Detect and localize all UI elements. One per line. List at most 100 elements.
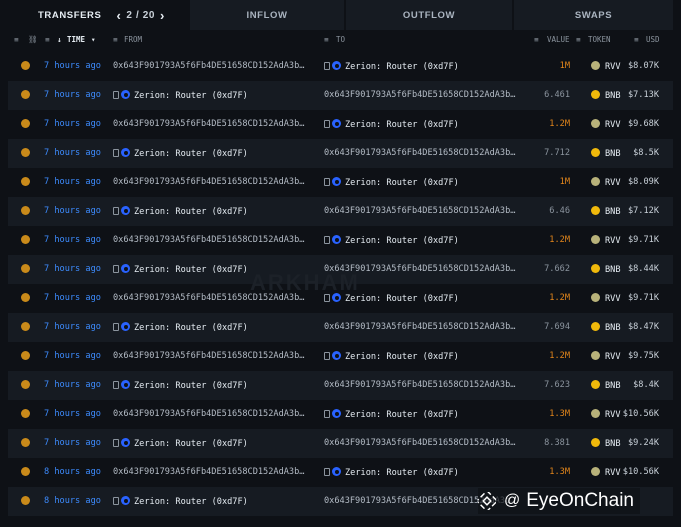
chevron-down-icon[interactable]: ▾ [91,35,96,44]
time-link[interactable]: 7 hours ago [44,380,101,390]
from-cell[interactable]: Zerion: Router (0xd7F) [113,264,248,275]
table-row[interactable]: 7 hours ago Zerion: Router (0xd7F) 0x643F9… [8,255,673,284]
from-cell[interactable]: 0x643F901793A5f6Fb4DE51658CD152AdA3b… [113,235,304,245]
tab-inflow[interactable]: INFLOW [190,0,346,30]
token-cell[interactable]: RVV [591,235,621,246]
column-time[interactable]: TIME [67,35,86,44]
time-link[interactable]: 7 hours ago [44,264,101,274]
time-link[interactable]: 8 hours ago [44,467,101,477]
from-cell[interactable]: Zerion: Router (0xd7F) [113,438,248,449]
table-row[interactable]: 8 hours ago 0x643F901793A5f6Fb4DE51658CD1… [8,458,673,487]
table-row[interactable]: 7 hours ago 0x643F901793A5f6Fb4DE51658CD1… [8,226,673,255]
time-link[interactable]: 7 hours ago [44,351,101,361]
to-cell[interactable]: 0x643F901793A5f6Fb4DE51658CD152AdA3b… [324,438,515,448]
to-cell[interactable]: 0x643F901793A5f6Fb4DE51658CD152AdA3b… [324,264,515,274]
table-row[interactable]: 7 hours ago Zerion: Router (0xd7F) 0x643F9… [8,371,673,400]
from-cell[interactable]: 0x643F901793A5f6Fb4DE51658CD152AdA3b… [113,409,304,419]
to-cell[interactable]: Zerion: Router (0xd7F) [324,61,459,72]
tab-transfers[interactable]: TRANSFERS ‹ 2 / 20 › [8,0,190,30]
time-link[interactable]: 7 hours ago [44,293,101,303]
table-row[interactable]: 7 hours ago 0x643F901793A5f6Fb4DE51658CD1… [8,284,673,313]
to-cell[interactable]: Zerion: Router (0xd7F) [324,351,459,362]
sort-down-icon[interactable]: ↓ [57,35,62,44]
tab-swaps[interactable]: SWAPS [514,0,673,30]
filter-icon[interactable]: ≡ [14,35,19,44]
filter-icon[interactable]: ≡ [634,35,639,44]
from-cell[interactable]: 0x643F901793A5f6Fb4DE51658CD152AdA3b… [113,293,304,303]
time-link[interactable]: 8 hours ago [44,496,101,506]
time-link[interactable]: 7 hours ago [44,119,101,129]
token-cell[interactable]: BNB [591,90,621,101]
token-cell[interactable]: RVV [591,177,621,188]
time-link[interactable]: 7 hours ago [44,177,101,187]
token-cell[interactable]: RVV [591,351,621,362]
token-cell[interactable]: RVV [591,119,621,130]
token-cell[interactable]: RVV [591,467,621,478]
token-cell[interactable]: BNB [591,380,621,391]
from-cell[interactable]: 0x643F901793A5f6Fb4DE51658CD152AdA3b… [113,467,304,477]
tab-outflow[interactable]: OUTFLOW [346,0,514,30]
to-cell[interactable]: 0x643F901793A5f6Fb4DE51658CD152AdA3b… [324,90,515,100]
table-row[interactable]: 7 hours ago 0x643F901793A5f6Fb4DE51658CD1… [8,52,673,81]
to-cell[interactable]: Zerion: Router (0xd7F) [324,467,459,478]
token-cell[interactable]: RVV [591,61,621,72]
token-cell[interactable]: RVV [591,409,621,420]
filter-icon[interactable]: ≡ [113,35,118,44]
token-cell[interactable]: BNB [591,438,621,449]
from-cell[interactable]: Zerion: Router (0xd7F) [113,206,248,217]
table-row[interactable]: 7 hours ago Zerion: Router (0xd7F) 0x643F9… [8,429,673,458]
to-cell[interactable]: Zerion: Router (0xd7F) [324,293,459,304]
table-row[interactable]: 7 hours ago 0x643F901793A5f6Fb4DE51658CD1… [8,342,673,371]
from-cell[interactable]: 0x643F901793A5f6Fb4DE51658CD152AdA3b… [113,177,304,187]
filter-icon[interactable]: ≡ [534,35,539,44]
table-row[interactable]: 7 hours ago 0x643F901793A5f6Fb4DE51658CD1… [8,168,673,197]
table-row[interactable]: 7 hours ago Zerion: Router (0xd7F) 0x643F9… [8,139,673,168]
table-row[interactable]: 7 hours ago Zerion: Router (0xd7F) 0x643F9… [8,313,673,342]
filter-icon[interactable]: ≡ [576,35,581,44]
to-cell[interactable]: 0x643F901793A5f6Fb4DE51658CD152AdA3b… [324,148,515,158]
to-cell[interactable]: 0x643F901793A5f6Fb4DE51658CD152AdA3b… [324,496,515,506]
to-cell[interactable]: Zerion: Router (0xd7F) [324,235,459,246]
column-value[interactable]: VALUE [547,35,570,44]
token-cell[interactable]: BNB [591,264,621,275]
filter-icon[interactable]: ≡ [45,35,50,44]
column-from[interactable]: FROM [124,35,143,44]
filter-icon[interactable]: ≡ [324,35,329,44]
to-cell[interactable]: 0x643F901793A5f6Fb4DE51658CD152AdA3b… [324,206,515,216]
from-cell[interactable]: Zerion: Router (0xd7F) [113,148,248,159]
time-link[interactable]: 7 hours ago [44,148,101,158]
from-cell[interactable]: Zerion: Router (0xd7F) [113,380,248,391]
token-cell[interactable]: BNB [591,322,621,333]
column-usd[interactable]: USD [646,35,660,44]
token-cell[interactable]: BNB [591,148,621,159]
table-row[interactable]: 7 hours ago 0x643F901793A5f6Fb4DE51658CD1… [8,110,673,139]
to-cell[interactable]: Zerion: Router (0xd7F) [324,119,459,130]
table-row[interactable]: 7 hours ago Zerion: Router (0xd7F) 0x643F9… [8,197,673,226]
time-link[interactable]: 7 hours ago [44,61,101,71]
chevron-right-icon[interactable]: › [160,7,165,23]
token-cell[interactable]: RVV [591,293,621,304]
from-cell[interactable]: 0x643F901793A5f6Fb4DE51658CD152AdA3b… [113,61,304,71]
time-link[interactable]: 7 hours ago [44,235,101,245]
to-cell[interactable]: 0x643F901793A5f6Fb4DE51658CD152AdA3b… [324,322,515,332]
column-to[interactable]: TO [336,35,346,44]
table-row[interactable]: 7 hours ago 0x643F901793A5f6Fb4DE51658CD1… [8,400,673,429]
table-row[interactable]: 7 hours ago Zerion: Router (0xd7F) 0x643F9… [8,81,673,110]
time-link[interactable]: 7 hours ago [44,438,101,448]
from-cell[interactable]: 0x643F901793A5f6Fb4DE51658CD152AdA3b… [113,351,304,361]
to-cell[interactable]: 0x643F901793A5f6Fb4DE51658CD152AdA3b… [324,380,515,390]
chevron-left-icon[interactable]: ‹ [116,7,122,23]
from-cell[interactable]: 0x643F901793A5f6Fb4DE51658CD152AdA3b… [113,119,304,129]
time-link[interactable]: 7 hours ago [44,206,101,216]
column-token[interactable]: TOKEN [588,35,611,44]
from-cell[interactable]: Zerion: Router (0xd7F) [113,496,248,507]
from-cell[interactable]: Zerion: Router (0xd7F) [113,322,248,333]
link-icon[interactable]: ⛓ [28,35,38,44]
time-link[interactable]: 7 hours ago [44,409,101,419]
time-link[interactable]: 7 hours ago [44,322,101,332]
to-cell[interactable]: Zerion: Router (0xd7F) [324,177,459,188]
token-cell[interactable]: BNB [591,206,621,217]
to-cell[interactable]: Zerion: Router (0xd7F) [324,409,459,420]
from-cell[interactable]: Zerion: Router (0xd7F) [113,90,248,101]
time-link[interactable]: 7 hours ago [44,90,101,100]
